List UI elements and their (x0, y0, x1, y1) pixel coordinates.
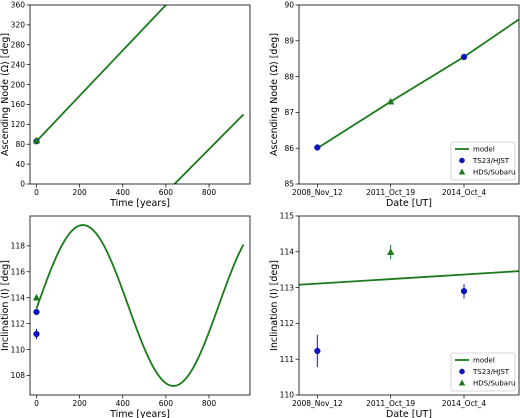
data-point (314, 144, 321, 151)
data-point (387, 97, 395, 105)
plot-area-bl (35, 224, 245, 387)
legend-entry: HDS/Subaru (473, 169, 515, 177)
x-tick-label: 2011_Oct_19 (366, 399, 415, 408)
y-tick-label: 113 (280, 283, 295, 292)
x-tick-label: 400 (116, 188, 131, 197)
y-tick-label: 86 (284, 144, 294, 153)
y-tick-label: 0 (20, 180, 25, 189)
y-tick-label: 118 (11, 242, 26, 251)
y-axis-label: Inclination (I) [deg] (269, 260, 280, 351)
y-tick-label: 200 (11, 80, 26, 89)
legend-entry: HDS/Subaru (473, 380, 515, 388)
x-tick-label: 0 (34, 399, 39, 408)
y-tick-label: 87 (284, 108, 294, 117)
y-tick-label: 114 (11, 293, 26, 302)
legend: model TS23/HJST HDS/Subaru (450, 352, 516, 392)
legend-entry: model (473, 357, 495, 365)
data-point (314, 347, 321, 355)
y-axis-label: Inclination (I) [deg] (0, 260, 11, 351)
legend-marker-icon (459, 368, 465, 375)
y-tick-label: 110 (280, 391, 295, 400)
panel-tr: 2008_Nov_12 2011_Oct_19 2014_Oct_4 85 86 87 88… (269, 1, 520, 209)
x-axis-label: Date [UT] (386, 409, 432, 418)
y-tick-label: 240 (11, 60, 26, 69)
y-tick-label: 280 (11, 40, 26, 49)
y-tick-label: 112 (280, 319, 295, 328)
data-point (33, 308, 40, 316)
y-tick-label: 120 (11, 120, 26, 129)
data-point (460, 53, 468, 61)
y-tick-label: 114 (280, 248, 295, 257)
y-tick-label: 88 (284, 72, 294, 81)
x-tick-label: 2008_Nov_12 (292, 399, 343, 408)
panel-tl: 0 200 400 600 800 0 40 80 120 160 200 240 280 320 360 T… (0, 1, 251, 209)
y-axis-label: Ascending Node (Ω) [deg] (0, 33, 11, 156)
legend-marker-icon (458, 168, 466, 175)
data-point (32, 136, 41, 144)
legend-entry: TS23/HJST (472, 157, 510, 165)
y-tick-label: 320 (11, 21, 26, 30)
y-tick-label: 116 (11, 267, 26, 276)
plot-area-br (299, 270, 519, 286)
x-tick-label: 0 (34, 188, 39, 197)
legend-box (450, 141, 516, 181)
x-tick-label: 400 (116, 399, 131, 408)
model-line (299, 270, 519, 286)
x-axis-label: Time [years] (109, 409, 170, 418)
panel-br: 2008_Nov_12 2011_Oct_19 2014_Oct_4 110 111 11… (269, 212, 520, 418)
y-tick-label: 90 (284, 1, 294, 10)
legend-box (450, 352, 516, 392)
x-tick-label: 2014_Oct_4 (442, 188, 487, 197)
legend-entry: model (473, 146, 495, 154)
y-tick-label: 112 (11, 319, 26, 328)
y-tick-label: 80 (15, 140, 25, 149)
legend-entry: TS23/HJST (472, 368, 510, 376)
model-line (173, 113, 245, 184)
y-tick-label: 115 (280, 212, 295, 221)
y-tick-label: 110 (11, 345, 26, 354)
x-tick-label: 2011_Oct_19 (366, 188, 415, 197)
y-tick-label: 360 (11, 1, 26, 10)
y-tick-label: 89 (284, 37, 294, 46)
y-tick-label: 40 (15, 160, 25, 169)
axes-frame (298, 215, 520, 396)
data-point (33, 330, 40, 338)
model-line (35, 224, 245, 387)
y-axis-label: Ascending Node (Ω) [deg] (269, 33, 280, 156)
y-tick-label: 108 (11, 371, 26, 380)
data-point (460, 288, 468, 295)
legend: model TS23/HJST HDS/Subaru (450, 141, 516, 181)
model-line (35, 5, 167, 142)
data-point (32, 293, 41, 301)
x-tick-label: 2008_Nov_12 (292, 188, 343, 197)
x-tick-label: 200 (72, 399, 87, 408)
x-tick-label: 800 (202, 188, 217, 197)
axes-frame (29, 215, 251, 396)
x-axis-label: Time [years] (109, 198, 170, 209)
panel-bl: 0 200 400 600 800 108 110 112 114 116 118 Time [yea… (0, 215, 251, 418)
y-tick-label: 160 (11, 100, 26, 109)
x-tick-label: 600 (159, 188, 174, 197)
y-tick-label: 111 (280, 355, 295, 364)
axes-frame (29, 4, 251, 185)
legend-marker-icon (459, 157, 465, 164)
legend-marker-icon (458, 379, 466, 386)
plot-area-tl (35, 5, 245, 184)
x-tick-label: 600 (159, 399, 174, 408)
x-axis-label: Date [UT] (386, 198, 432, 209)
model-line (316, 18, 519, 149)
x-tick-label: 800 (202, 399, 217, 408)
axes-frame (298, 4, 520, 185)
y-tick-label: 85 (284, 180, 294, 189)
plot-area-tr (316, 18, 519, 149)
x-tick-label: 200 (72, 188, 87, 197)
x-tick-label: 2014_Oct_4 (442, 399, 487, 408)
data-point (387, 248, 395, 255)
